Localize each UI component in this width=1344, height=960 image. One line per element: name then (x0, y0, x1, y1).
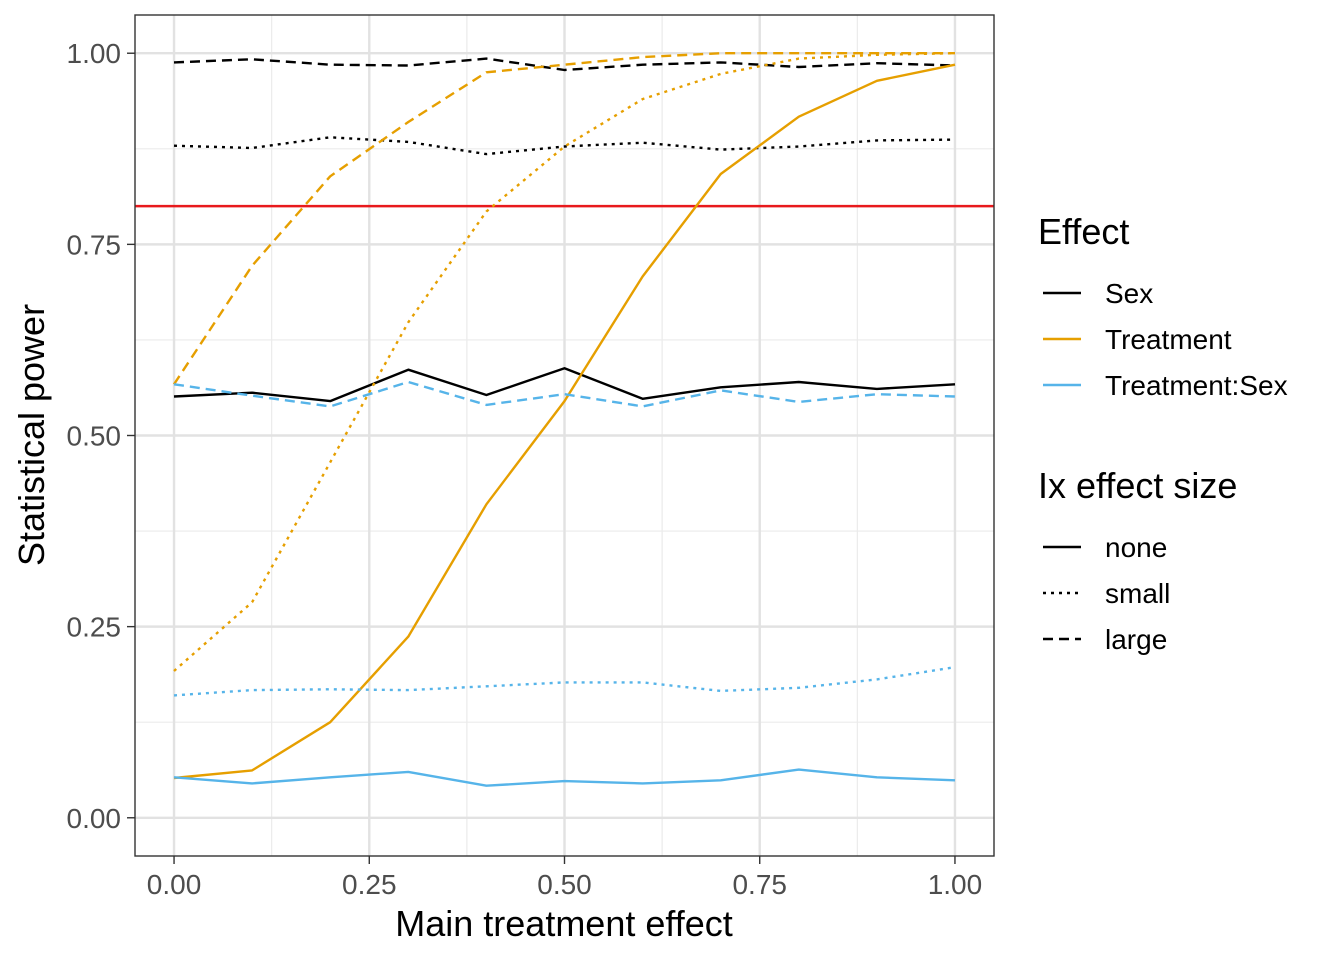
legend-title-ix-size: Ix effect size (1038, 465, 1237, 506)
x-tick-label: 1.00 (928, 869, 983, 900)
series-treatment-sex-large (173, 380, 956, 408)
legend-label: small (1105, 578, 1170, 609)
legend-label: large (1105, 624, 1167, 655)
series-sex-large (173, 57, 956, 72)
series-treatment-large (172, 52, 955, 385)
y-tick-label: 0.75 (67, 229, 122, 260)
series-treatment-small (173, 52, 956, 672)
series-treatment-sex-small (173, 666, 956, 697)
y-tick-label: 0.50 (67, 421, 122, 452)
series-sex-none (173, 367, 956, 403)
legend: Effect Ix effect size Sex Treatment Treatm… (1038, 211, 1288, 655)
y-tick-label: 0.25 (67, 612, 122, 643)
y-axis-title: Statistical power (11, 304, 52, 566)
major-gridlines (135, 15, 994, 856)
y-tick-label: 1.00 (67, 38, 122, 69)
series-treatment-sex-none (173, 768, 956, 787)
legend-title-effect: Effect (1038, 211, 1129, 252)
axis-layer: 0.00 0.25 0.50 0.75 1.00 0.00 0.25 0.50 0.75 1.00 (67, 38, 983, 900)
series-treatment-none (173, 63, 956, 780)
series-layer (172, 52, 956, 787)
x-tick-label: 0.25 (342, 869, 397, 900)
legend-label: Treatment:Sex (1105, 370, 1288, 401)
x-tick-label: 0.00 (147, 869, 202, 900)
series-sex-small (173, 136, 956, 156)
legend-label: Sex (1105, 278, 1153, 309)
y-tick-label: 0.00 (67, 803, 122, 834)
legend-label: Treatment (1105, 324, 1232, 355)
legend-label: none (1105, 532, 1167, 563)
x-axis-title: Main treatment effect (395, 903, 733, 944)
x-tick-label: 0.50 (537, 869, 592, 900)
x-tick-label: 0.75 (732, 869, 787, 900)
